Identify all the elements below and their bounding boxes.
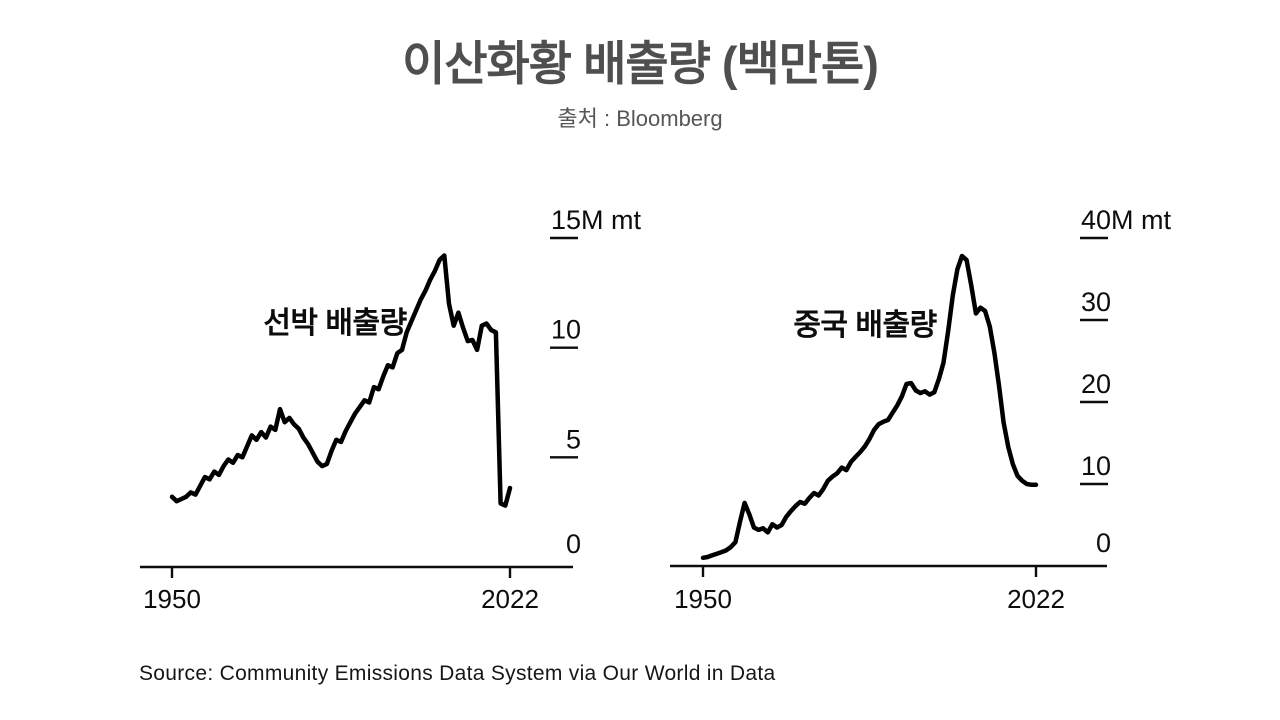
ship-emissions-line (169, 253, 513, 508)
y-tick-unit-label: M mt (581, 205, 641, 235)
y-tick-label: 0 (566, 529, 581, 559)
x-tick-label: 1950 (143, 584, 201, 614)
page-title: 이산화황 배출량 (백만톤) (402, 37, 879, 90)
x-tick-label: 2022 (1007, 584, 1065, 614)
y-tick-label: 0 (1096, 528, 1111, 558)
x-tick-label: 1950 (674, 584, 732, 614)
china-emissions-chart: 1950 2022 0 10 20 30 40 M mt 중국 배출량 (650, 190, 1195, 625)
y-tick-label: 40 (1081, 205, 1111, 235)
china-emissions-line (700, 253, 1039, 561)
china-emissions-annotation-label: 중국 배출량 (793, 309, 937, 342)
page-subtitle: 출처 : Bloomberg (557, 106, 723, 131)
ship-emissions-annotation-label: 선박 배출량 (263, 307, 407, 340)
y-tick-label: 10 (551, 315, 581, 345)
y-tick-label: 5 (566, 424, 581, 454)
source-note: Source: Community Emissions Data System … (139, 662, 776, 685)
y-tick-label: 10 (1081, 451, 1111, 481)
y-tick-label: 30 (1081, 287, 1111, 317)
china-emissions-plot: 1950 2022 0 10 20 30 40 M mt 중국 배출량 (670, 205, 1171, 614)
ship-emissions-chart: 1950 2022 0 5 10 15 M mt 선박 배출량 (120, 190, 665, 625)
ship-emissions-plot: 1950 2022 0 5 10 15 M mt 선박 배출량 (140, 205, 641, 614)
x-tick-label: 2022 (481, 584, 539, 614)
y-tick-label: 15 (551, 205, 581, 235)
y-tick-label: 20 (1081, 369, 1111, 399)
y-tick-unit-label: M mt (1111, 205, 1171, 235)
